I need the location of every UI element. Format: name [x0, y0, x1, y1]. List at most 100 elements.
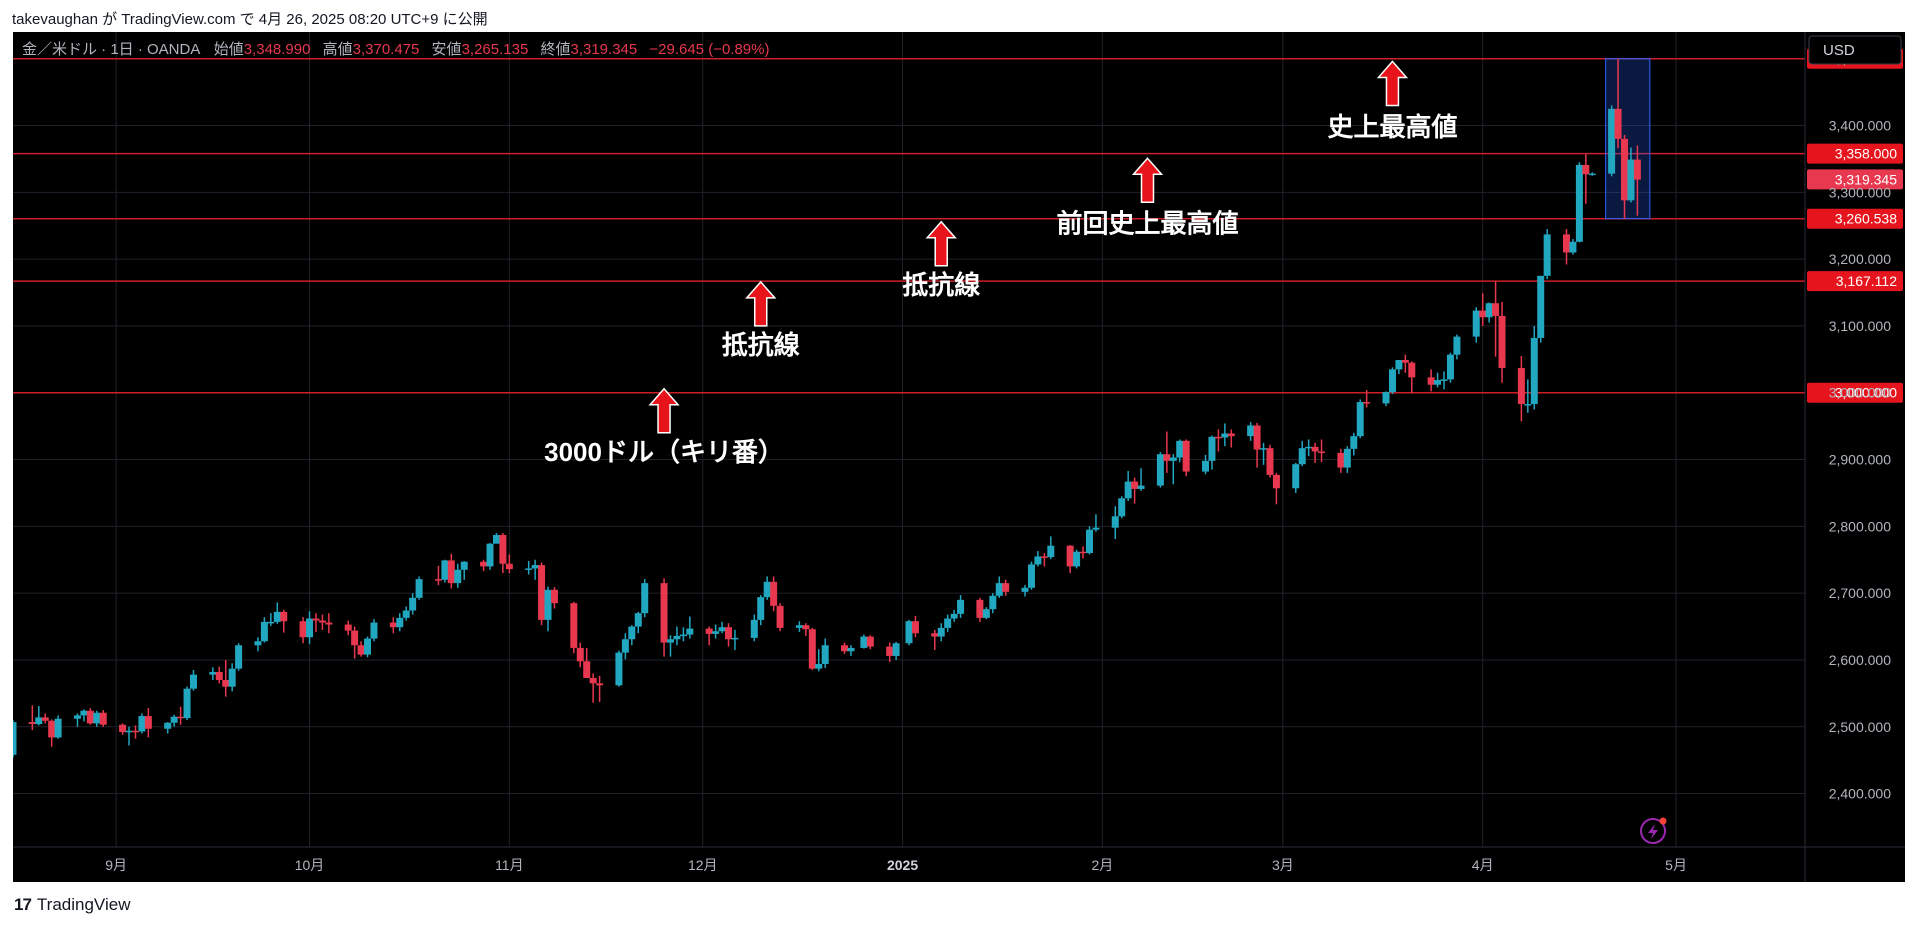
y-tick-label: 3,000.000: [1829, 385, 1891, 401]
candle-body: [1543, 234, 1551, 276]
candle-body: [80, 710, 88, 716]
candle-body: [312, 618, 320, 621]
replay-button[interactable]: [1640, 817, 1667, 844]
candle-body: [1356, 402, 1364, 437]
candle-body: [795, 625, 803, 628]
candle-body: [1434, 380, 1442, 385]
candle-body: [1118, 498, 1126, 517]
legend-close: 3,319.345: [570, 41, 637, 58]
candle-body: [1627, 159, 1635, 201]
up-arrow-icon: [1376, 60, 1409, 107]
candle-body: [189, 674, 197, 689]
candle-body: [209, 671, 217, 675]
footer: 17 TradingView: [14, 893, 130, 917]
candle-body: [666, 639, 674, 643]
candle-body: [841, 645, 849, 652]
candle-body: [1318, 451, 1326, 454]
candle-body: [389, 622, 397, 628]
candle-body: [1427, 377, 1435, 385]
legend: 金／米ドル · 1日 · OANDA 始値3,348.990 高値3,370.4…: [22, 41, 769, 58]
candle-body: [1066, 545, 1074, 567]
lightning-icon[interactable]: [1640, 818, 1666, 844]
candle-body: [273, 611, 281, 622]
candle-body: [1395, 360, 1403, 370]
candle-body: [725, 627, 733, 640]
chart-area[interactable]: 3,500.0003,358.0003,260.5383,167.1123,00…: [9, 32, 1905, 882]
candle-body: [1537, 275, 1545, 338]
candlestick-chart[interactable]: 3,500.0003,358.0003,260.5383,167.1123,00…: [9, 32, 1905, 882]
candle-body: [1253, 425, 1261, 450]
candle-body: [1575, 164, 1583, 242]
candle-body: [1040, 556, 1048, 558]
candle-body: [138, 716, 146, 732]
up-arrow-icon: [925, 220, 957, 267]
candle-body: [1614, 108, 1622, 139]
last-price-label: 3,319.345: [1835, 171, 1897, 187]
x-tick-label: 5月: [1665, 857, 1687, 873]
candle-body: [1588, 173, 1596, 176]
candle-body: [1517, 368, 1525, 405]
candle-body: [447, 560, 455, 584]
candle-body: [1479, 310, 1487, 318]
candle-body: [131, 730, 139, 733]
candle-body: [1401, 360, 1409, 363]
legend-high: 3,370.475: [353, 41, 420, 58]
candle-body: [415, 579, 423, 598]
candle-body: [28, 722, 36, 725]
candle-body: [634, 613, 642, 627]
candle-body: [396, 617, 404, 628]
candle-body: [1182, 440, 1190, 472]
candle-body: [1214, 436, 1222, 439]
candle-body: [93, 712, 101, 724]
candle-body: [1440, 379, 1448, 381]
level-badge: [1807, 382, 1903, 403]
candle-body: [1311, 446, 1319, 452]
candle-body: [215, 671, 223, 680]
candle-body: [1569, 241, 1577, 253]
candle-body: [937, 627, 945, 637]
candle-body: [995, 583, 1003, 596]
candle-body: [802, 625, 810, 630]
y-tick-label: 3,400.000: [1829, 118, 1891, 134]
legend-low: 3,265.135: [462, 41, 529, 58]
candle-body: [705, 628, 713, 634]
candle-body: [570, 603, 578, 648]
candle-body: [1260, 448, 1268, 450]
legend-symbol: 金／米ドル · 1日 · OANDA: [22, 41, 200, 58]
candle-body: [228, 668, 236, 687]
candle-body: [544, 589, 552, 620]
level-badge-label: 3,167.112: [1836, 273, 1897, 289]
y-tick-label: 2,800.000: [1829, 518, 1891, 534]
candle-body: [35, 717, 43, 725]
candle-body: [621, 639, 629, 653]
candle-body: [718, 627, 726, 632]
x-tick-label: 10月: [295, 857, 325, 873]
candle-body: [531, 565, 539, 569]
candle-body: [550, 589, 558, 604]
candle-body: [1085, 529, 1093, 554]
currency-button[interactable]: USD: [1808, 35, 1902, 65]
candle-body: [860, 636, 868, 648]
candle-body: [1337, 452, 1345, 468]
candle-body: [1137, 485, 1145, 489]
y-tick-label: 3,200.000: [1829, 251, 1891, 267]
up-arrow-icon: [648, 387, 680, 434]
candle-body: [1530, 337, 1538, 405]
annotation-label: 抵抗線: [902, 270, 980, 300]
candle-body: [99, 712, 107, 725]
candle-body: [1027, 564, 1035, 588]
legend-low-label: 安値: [432, 41, 462, 58]
candle-body: [673, 635, 681, 640]
candle-body: [808, 629, 816, 669]
candle-body: [1034, 556, 1042, 565]
candle-body: [931, 633, 939, 637]
candle-body: [41, 717, 49, 721]
candle-body: [499, 535, 507, 564]
candle-body: [892, 643, 900, 656]
candle-body: [318, 620, 326, 623]
level-badge-label: 3,000.000: [1835, 385, 1897, 401]
candle-body: [1492, 303, 1500, 316]
candle-body: [905, 621, 913, 644]
candle-body: [770, 581, 778, 606]
